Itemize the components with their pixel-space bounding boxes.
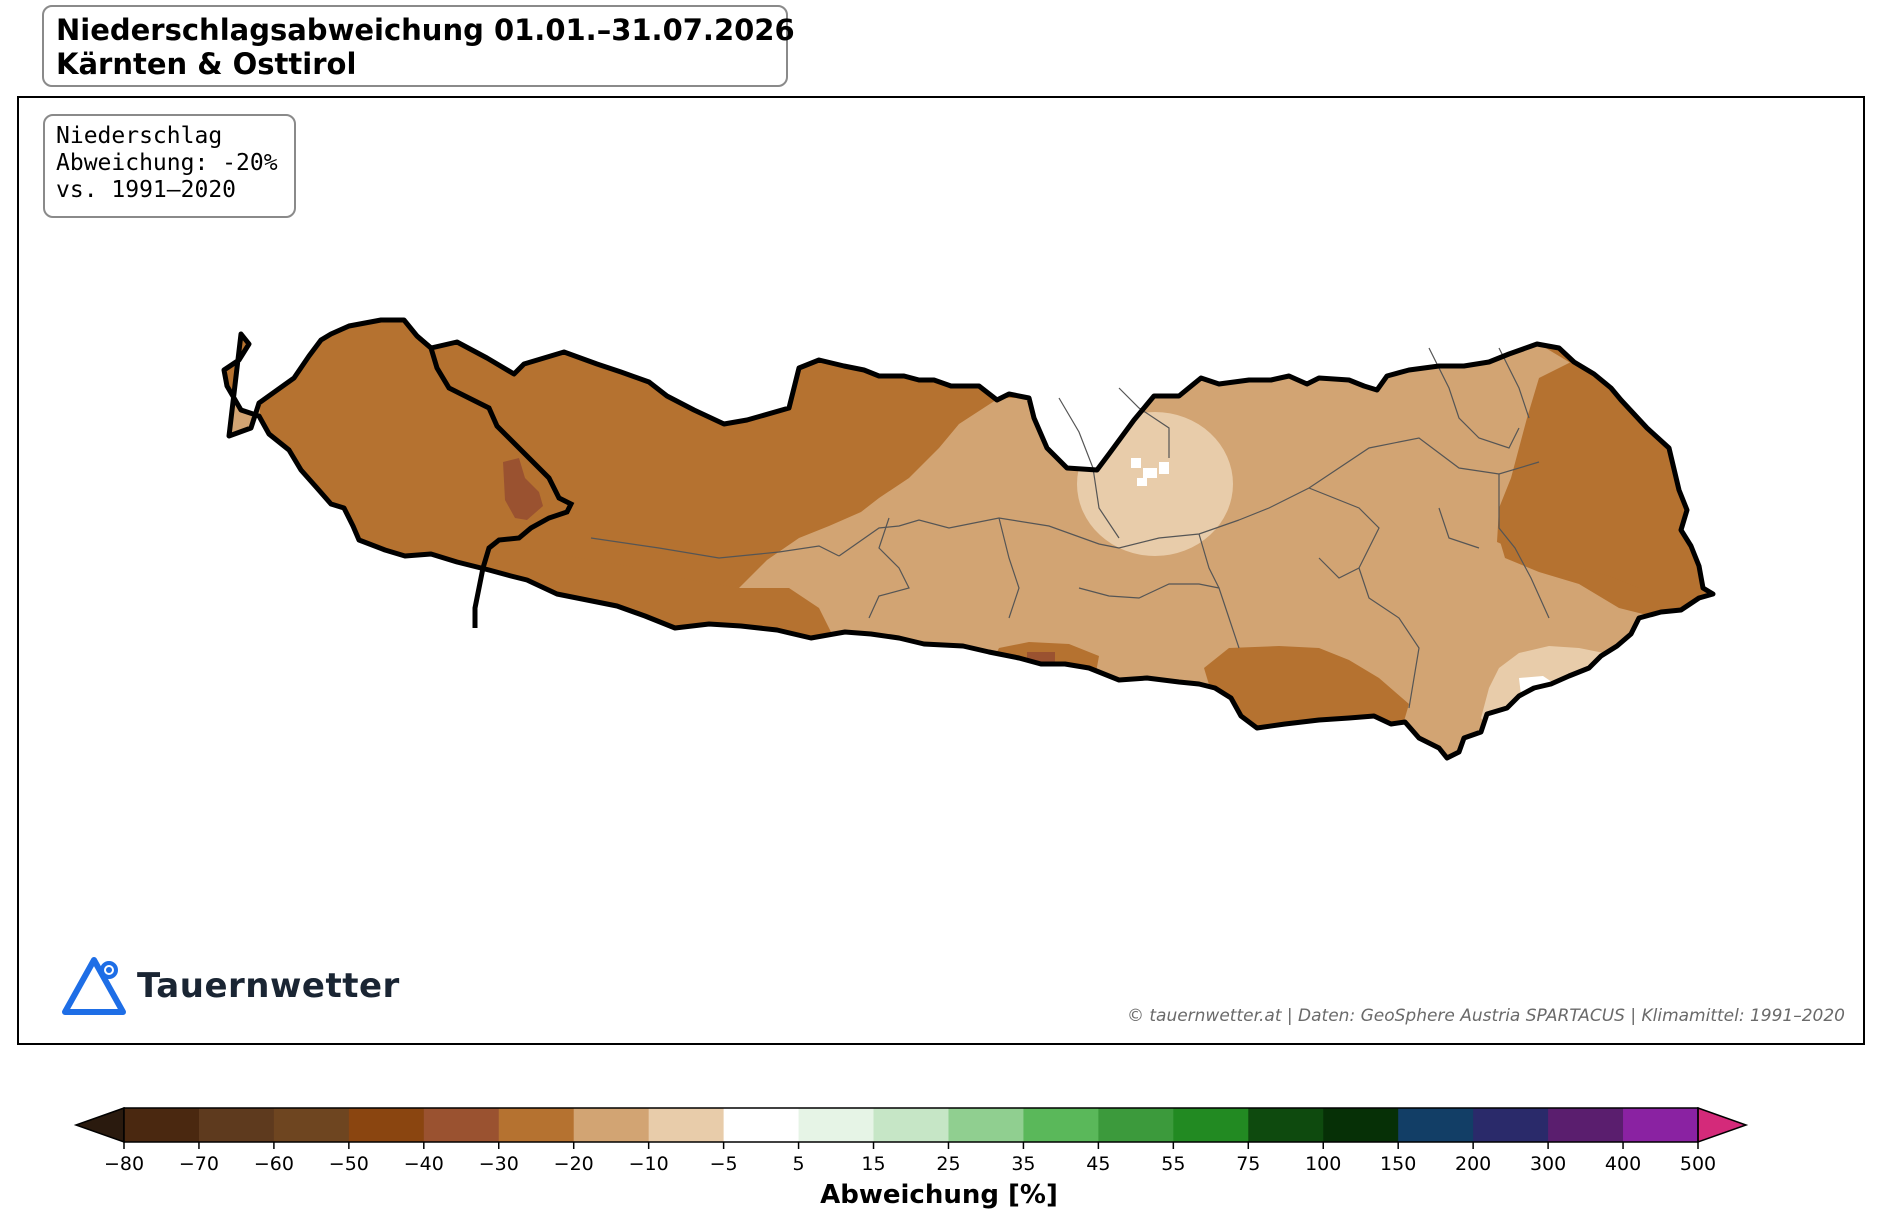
colorbar-segment [873,1108,950,1142]
colorbar-segment [423,1108,500,1142]
colorbar-segment [273,1108,350,1142]
colorbar-tick-label: 15 [861,1153,885,1175]
info-line-1: Niederschlag [56,123,223,149]
colorbar-segment [1548,1108,1624,1142]
colorbar-under-arrow [73,1106,125,1144]
colorbar-segment [1323,1108,1399,1142]
colorbar-tick-label: −50 [329,1153,369,1175]
colorbar-segment [1098,1108,1174,1142]
colorbar-segment [573,1108,650,1142]
map-title: Niederschlagsabweichung 01.01.–31.07.202… [56,13,795,47]
colorbar-tick-label: −30 [479,1153,519,1175]
title-box: Niederschlagsabweichung 01.01.–31.07.202… [42,5,795,87]
data-credit: © tauernwetter.at | Daten: GeoSphere Aus… [1126,1006,1845,1026]
colorbar-segment [124,1108,200,1142]
colorbar-segment [1023,1108,1099,1142]
colorbar-tick-label: 200 [1455,1153,1491,1175]
colorbar-segment [1623,1108,1699,1142]
triangle-logo-icon [62,957,126,1015]
colorbar-segment [498,1108,575,1142]
colorbar: −80 −70 −60 −50 −40 −30 −20 −10 −5 5 15 25 35 45 55 75 1… [73,1106,1749,1175]
colorbar-frame [123,1107,1699,1143]
colorbar-tick-label: 500 [1680,1153,1716,1175]
osttirol-border [415,334,575,628]
colorbar-tick-label: 75 [1236,1153,1260,1175]
colorbar-tick-label: −60 [254,1153,294,1175]
colorbar-tick-label: 5 [793,1153,805,1175]
colorbar-tick-label: −40 [404,1153,444,1175]
colorbar-tick-label: 55 [1161,1153,1185,1175]
colorbar-segment [948,1108,1025,1142]
colorbar-tick-label: −5 [710,1153,738,1175]
map-frame: Niederschlag Abweichung: -20% vs. 1991–2… [17,96,1865,1045]
colorbar-segment [723,1108,800,1142]
colorbar-tick-label: −10 [629,1153,669,1175]
colorbar-segment [198,1108,275,1142]
colorbar-label: Abweichung [%] [820,1180,1058,1210]
colorbar-tick-label: 45 [1086,1153,1110,1175]
info-line-2: Abweichung: -20% [56,150,278,176]
colorbar-tick-label: 150 [1380,1153,1416,1175]
colorbar-segment [1173,1108,1249,1142]
map-subtitle: Kärnten & Osttirol [56,47,357,81]
info-box: Niederschlag Abweichung: -20% vs. 1991–2… [43,114,296,218]
colorbar-tick-label: 25 [936,1153,960,1175]
brand-name: Tauernwetter [137,966,400,1006]
colorbar-segment [648,1108,725,1142]
colorbar-segment [1248,1108,1324,1142]
colorbar-tick-label: 35 [1011,1153,1035,1175]
map-canvas [19,98,1865,1045]
colorbar-tick-label: 400 [1605,1153,1641,1175]
colorbar-segment [798,1108,875,1142]
brand-logo: Tauernwetter [61,956,400,1016]
colorbar-segment [1398,1108,1474,1142]
colorbar-over-arrow [1697,1106,1749,1144]
colorbar-segment [348,1108,425,1142]
colorbar-tick-label: −70 [179,1153,219,1175]
colorbar-segment [1473,1108,1549,1142]
colorbar-tick-label: −80 [104,1153,144,1175]
colorbar-tick-label: 300 [1530,1153,1566,1175]
colorbar-tick-label: 100 [1305,1153,1341,1175]
info-line-3: vs. 1991–2020 [56,177,237,203]
colorbar-tick-label: −20 [554,1153,594,1175]
